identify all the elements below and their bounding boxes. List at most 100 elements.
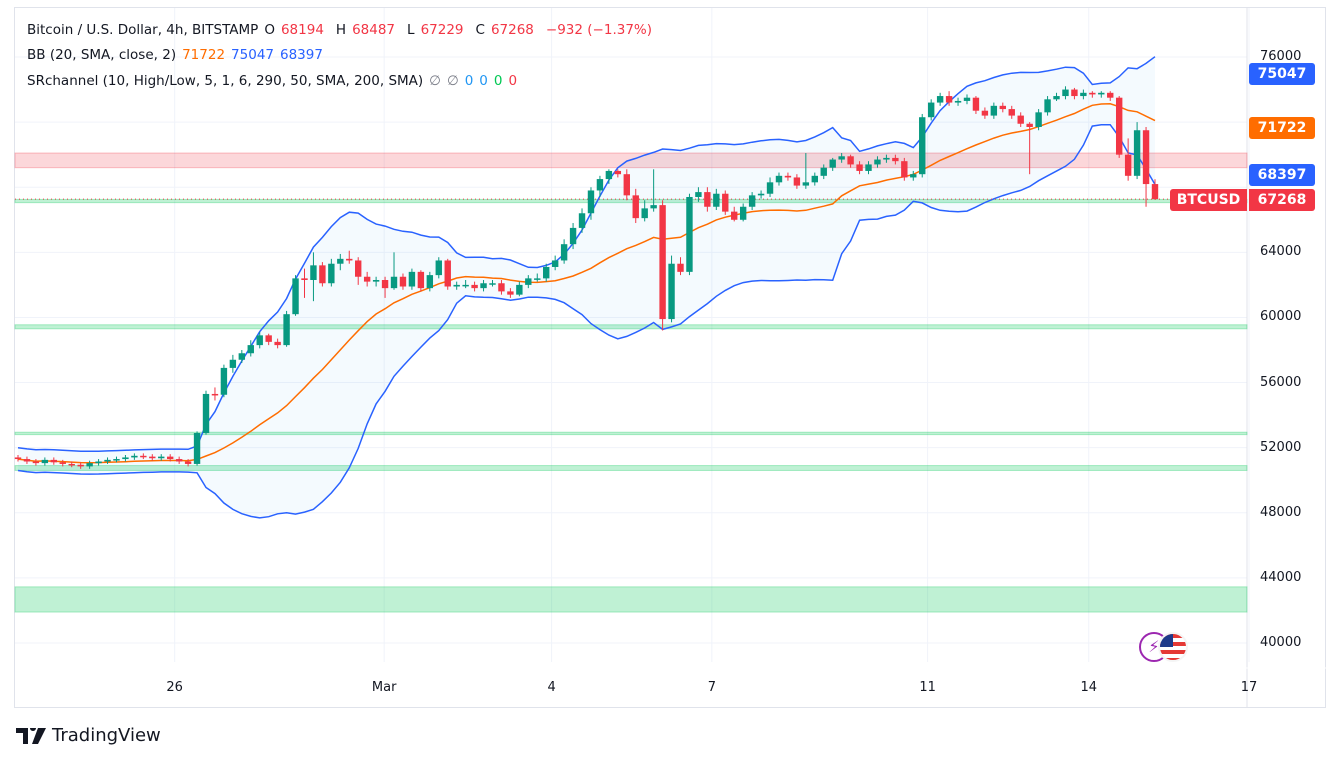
candle-down: [59, 462, 66, 464]
time-tick-label: 7: [707, 680, 716, 695]
price-tick-label: 44000: [1260, 569, 1302, 585]
candle-up: [238, 353, 246, 360]
sr-zone-support: [14, 324, 1248, 330]
candle-up: [829, 159, 836, 168]
bb-fill: [18, 56, 1155, 518]
candle-up: [390, 276, 398, 289]
candle-up: [1062, 89, 1069, 97]
tradingview-logo-icon: [16, 727, 46, 744]
candle-down: [632, 195, 639, 219]
bb-basis-line: [17, 103, 1156, 464]
candle-down: [793, 177, 801, 186]
candle-up: [131, 455, 138, 458]
sr-legend[interactable]: SRchannel (10, High/Low, 5, 1, 6, 290, 5…: [27, 73, 523, 89]
candle-down: [731, 211, 738, 220]
candle-up: [811, 175, 818, 183]
candle-down: [381, 280, 389, 289]
bb-label: BB (20, SMA, close, 2): [27, 47, 177, 63]
candle-down: [901, 161, 908, 178]
time-tick-label: 26: [166, 680, 183, 695]
candle-up: [578, 213, 586, 228]
candle-up: [310, 265, 317, 281]
low-value: L 67229: [407, 22, 464, 38]
candle-up: [292, 278, 299, 315]
bb-upper-badge: 75047: [1249, 63, 1315, 85]
candle-down: [175, 459, 183, 462]
candle-up: [462, 284, 469, 287]
candle-up: [41, 459, 49, 464]
open-value: O 68194: [264, 22, 324, 38]
symbol-legend: Bitcoin / U.S. Dollar, 4h, BITSTAMP O 6819…: [27, 22, 658, 38]
candle-up: [748, 195, 756, 207]
candle-up: [775, 175, 783, 183]
price-tick-label: 52000: [1260, 439, 1302, 455]
candle-down: [847, 156, 854, 165]
candle-up: [569, 227, 577, 245]
candle-down: [166, 456, 174, 460]
candle-up: [247, 345, 254, 354]
candle-down: [346, 258, 353, 261]
candle-down: [507, 291, 514, 295]
sr-label: SRchannel (10, High/Low, 5, 1, 6, 290, 5…: [27, 73, 424, 89]
candle-down: [1107, 92, 1114, 98]
candle-up: [757, 193, 765, 196]
us-flag-icon[interactable]: [1158, 632, 1188, 662]
candle-down: [981, 110, 989, 116]
candle-up: [927, 102, 935, 118]
bb-lower-value: 68397: [280, 47, 323, 63]
change-value: −932 (−1.37%): [545, 22, 653, 38]
chart-frame: [14, 7, 1326, 708]
candle-down: [32, 461, 40, 464]
sr-zone-support: [14, 586, 1248, 613]
candle-down: [1142, 130, 1150, 185]
candle-down: [1008, 109, 1015, 116]
candle-down: [149, 456, 156, 459]
candle-up: [954, 100, 962, 103]
bb-legend[interactable]: BB (20, SMA, close, 2) 71722 75047 68397: [27, 47, 329, 63]
time-tick-label: 11: [919, 680, 936, 695]
candle-up: [95, 461, 102, 464]
candle-down: [184, 461, 192, 464]
candle-up: [1133, 130, 1141, 176]
sr-value: 0: [479, 73, 488, 89]
sr-value: 0: [508, 73, 518, 89]
candle-up: [534, 278, 541, 280]
candle-up: [489, 283, 496, 285]
candle-down: [417, 271, 425, 289]
candle-up: [229, 359, 237, 368]
candle-down: [1071, 89, 1078, 97]
candle-up: [820, 167, 827, 176]
candle-up: [910, 174, 917, 178]
candle-up: [453, 284, 460, 287]
candle-down: [23, 459, 31, 462]
candle-down: [784, 175, 792, 178]
candle-up: [525, 278, 532, 285]
candle-up: [883, 157, 890, 160]
candle-down: [1017, 115, 1024, 124]
candle-up: [202, 393, 210, 434]
tradingview-logo[interactable]: TradingView: [16, 725, 161, 746]
candle-up: [193, 433, 201, 464]
candle-up: [919, 117, 926, 175]
candle-down: [140, 455, 147, 458]
candle-down: [945, 96, 953, 103]
candle-down: [14, 457, 22, 460]
candle-up: [596, 179, 604, 191]
candle-up: [256, 335, 263, 346]
candle-up: [1053, 96, 1060, 100]
candle-down: [498, 283, 505, 292]
candle-down: [1089, 92, 1096, 95]
candle-down: [659, 205, 666, 320]
candle-down: [211, 393, 219, 396]
bb-basis-badge: 71722: [1249, 117, 1315, 139]
candle-up: [963, 97, 971, 101]
bb-upper-value: 75047: [231, 47, 274, 63]
candle-up: [802, 182, 810, 186]
candle-up: [158, 456, 165, 459]
candle-down: [77, 464, 84, 467]
symbol-title: Bitcoin / U.S. Dollar, 4h, BITSTAMP: [27, 22, 259, 38]
candle-down: [355, 260, 362, 277]
candle-up: [990, 105, 998, 116]
